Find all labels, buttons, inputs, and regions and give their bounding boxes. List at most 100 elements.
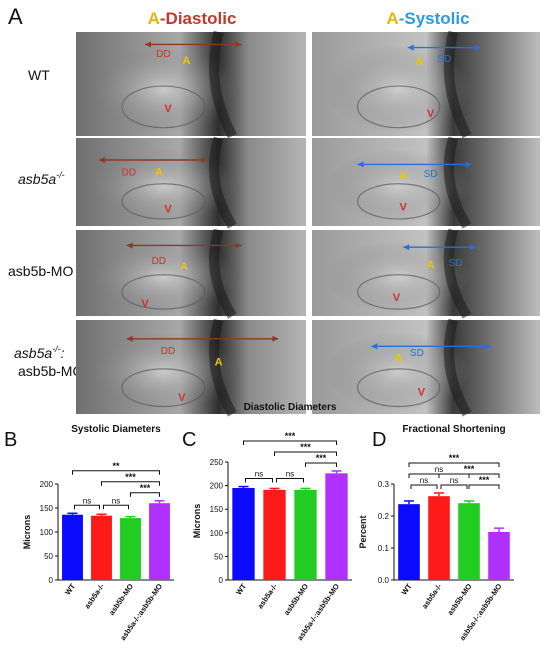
chart-title: Diastolic Diameters [244, 402, 337, 413]
dark-edge [443, 228, 472, 319]
bar [263, 489, 286, 580]
sd-label: SD [424, 169, 438, 180]
dark-edge [443, 30, 472, 139]
significance-label: ** [112, 461, 120, 471]
significance-label: *** [464, 464, 475, 474]
chart-title: Systolic Diameters [71, 424, 161, 435]
y-tick-label: 50 [44, 552, 53, 561]
ventricle-label: V [427, 108, 435, 120]
x-tick-label: WT [400, 582, 414, 597]
atrium-label: A [182, 55, 190, 67]
significance-bracket [408, 462, 500, 467]
significance-label: ns [83, 496, 91, 505]
x-tick-label: asb5b-MO [282, 582, 310, 617]
y-tick-label: 100 [210, 529, 224, 538]
significance-label: ns [435, 465, 443, 474]
micrograph-systolic-row-4: SD A V [312, 318, 540, 417]
significance-bracket [72, 470, 160, 475]
svg-text:A-Systolic: A-Systolic [386, 9, 469, 28]
row-label-double-gene: asb5a [14, 345, 52, 361]
arrow-head-left [126, 242, 133, 249]
bar [458, 503, 480, 580]
significance-label: *** [479, 475, 490, 485]
ventricle-outline [357, 85, 441, 129]
atrium-label: A [415, 56, 423, 68]
dark-edge [209, 318, 237, 417]
x-tick-label: WT [234, 582, 248, 597]
dd-label: DD [156, 49, 170, 60]
row-label-double-line1: asb5a-/-: [14, 344, 65, 361]
arrow-head-left [357, 161, 364, 168]
y-tick-label: 100 [40, 528, 54, 537]
y-tick-label: 0.0 [378, 576, 390, 585]
significance-label: ns [255, 470, 263, 479]
micrograph-grid: DD A V SD A V DD A V SD A V DD A V SD A V DD A V SD A V [76, 30, 540, 417]
bar [120, 518, 141, 580]
bar [325, 473, 348, 580]
significance-label: *** [449, 453, 460, 463]
row-label-asb5a-gene: asb5a [18, 171, 56, 187]
arrow-head-left [126, 335, 133, 342]
diastolic-header-sep: - [160, 9, 166, 28]
dark-edge [443, 136, 472, 229]
row-label-asb5b-mo: asb5b-MO [8, 263, 73, 279]
dd-label: DD [122, 167, 136, 178]
y-tick-label: 0.1 [378, 544, 390, 553]
diastolic-header: A-Diastolic [148, 9, 237, 28]
ventricle-outline [357, 183, 441, 220]
ventricle-outline [121, 85, 206, 129]
sd-label: SD [410, 348, 424, 359]
y-axis-label: Microns [22, 515, 32, 550]
x-tick-label: asb5a-/- [82, 582, 106, 611]
arrow-head-left [145, 41, 151, 48]
micrograph-diastolic-row-1: DD A V [76, 30, 306, 139]
panel-letter-a: A [8, 4, 23, 29]
ventricle-outline [357, 368, 441, 408]
micrograph-diastolic-row-3: DD A V [76, 228, 306, 319]
svg-text:A-Diastolic: A-Diastolic [148, 9, 237, 28]
chart-title: Fractional Shortening [402, 424, 505, 435]
bar [488, 532, 510, 580]
chart-b: B Systolic Diameters 0 50 100 150 200 Microns WT… [4, 424, 174, 642]
y-tick-label: 150 [210, 505, 224, 514]
arrow-head-right [272, 335, 279, 342]
arrow-head-left [99, 157, 105, 163]
arrow-head-left [407, 44, 414, 51]
panel-letter-c: C [182, 429, 196, 451]
dd-label: DD [161, 346, 175, 357]
dark-edge [443, 318, 472, 417]
heart-tissue [89, 241, 238, 314]
atrium-label: A [395, 353, 403, 365]
arrow-head-right [465, 161, 472, 168]
ventricle-outline [121, 183, 206, 220]
significance-bracket [276, 478, 304, 483]
y-axis-label: Percent [358, 515, 368, 548]
ventricle-outline [121, 274, 206, 310]
heart-tissue [325, 332, 472, 412]
row-label-asb5a-sup: -/- [56, 170, 65, 180]
systolic-header-sep: - [399, 9, 405, 28]
micrograph-systolic-row-3: SD A V [312, 228, 540, 319]
heart-tissue [325, 149, 472, 224]
arrow-head-left [371, 343, 378, 350]
diastolic-header-word: Diastolic [166, 9, 237, 28]
dark-edge [209, 136, 237, 229]
significance-label: *** [316, 453, 327, 463]
significance-bracket [305, 462, 337, 467]
ventricle-label: V [178, 392, 186, 404]
significance-bracket [130, 492, 160, 497]
chart-c: C Diastolic Diameters 0 50 100 150 200 250 Micro… [182, 402, 352, 642]
significance-bracket [74, 504, 100, 510]
row-label-asb5a: asb5a-/- [18, 170, 65, 187]
significance-bracket [440, 484, 468, 489]
y-tick-label: 50 [214, 552, 223, 561]
significance-label: ns [420, 476, 428, 485]
y-tick-label: 0.2 [378, 512, 390, 521]
significance-bracket [408, 473, 470, 478]
dark-edge [209, 228, 237, 319]
heart-tissue [89, 149, 238, 224]
x-tick-label: asb5a-/- [420, 582, 444, 611]
atrium-label: A [399, 170, 407, 182]
y-tick-label: 200 [40, 480, 54, 489]
